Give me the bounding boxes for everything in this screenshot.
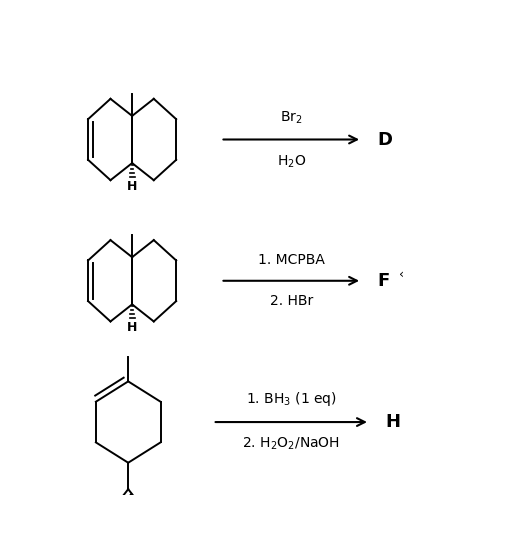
Text: 1. MCPBA: 1. MCPBA bbox=[258, 253, 324, 267]
Text: H: H bbox=[386, 413, 401, 431]
Text: Br$_2$: Br$_2$ bbox=[280, 110, 303, 126]
Text: 1. BH$_3$ (1 eq): 1. BH$_3$ (1 eq) bbox=[246, 390, 337, 408]
Text: H: H bbox=[127, 180, 137, 193]
Text: D: D bbox=[378, 131, 393, 148]
Text: 2. H$_2$O$_2$/NaOH: 2. H$_2$O$_2$/NaOH bbox=[242, 436, 340, 452]
Text: F: F bbox=[378, 272, 390, 290]
Text: H$_2$O: H$_2$O bbox=[277, 153, 306, 170]
Text: 2. HBr: 2. HBr bbox=[270, 295, 313, 309]
Text: ‹: ‹ bbox=[400, 268, 404, 281]
Text: H: H bbox=[127, 321, 137, 335]
